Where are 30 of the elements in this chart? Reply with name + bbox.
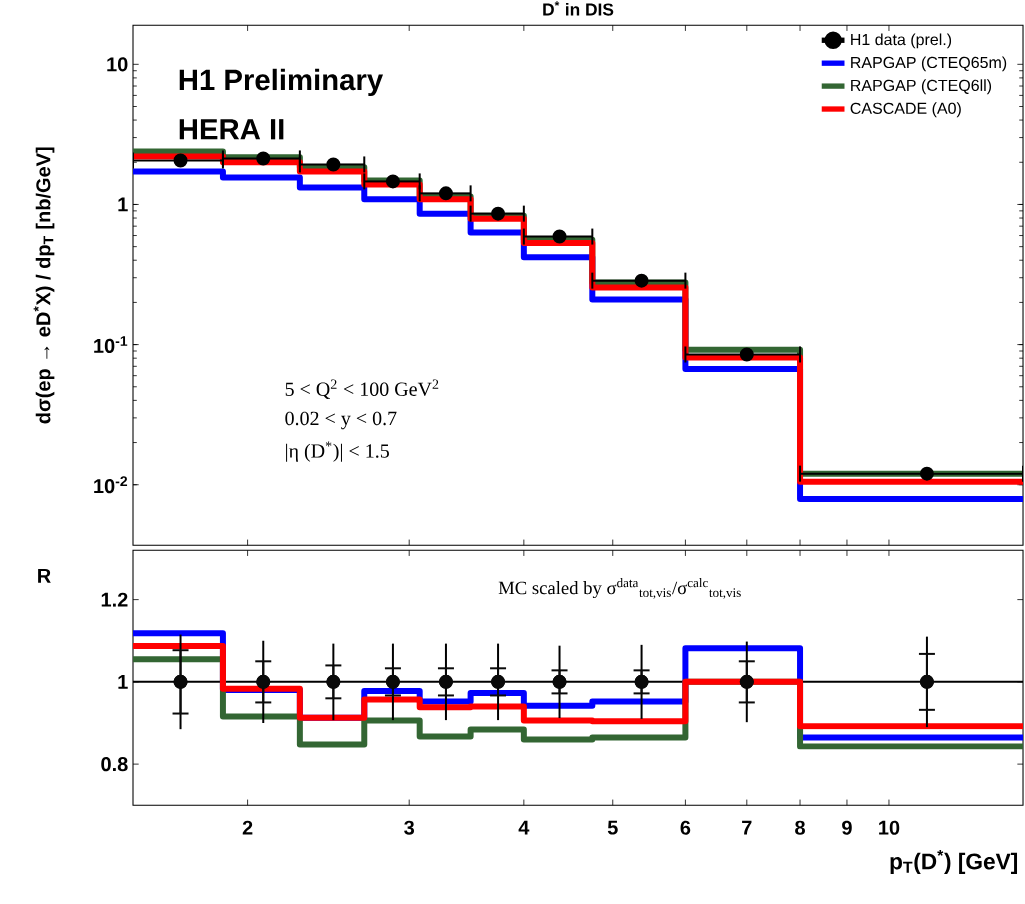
y-tick-label: 10$^{-2}$ [94, 476, 128, 494]
x-tick-label: 6 [680, 820, 691, 835]
annotation: H1 Preliminary [179, 68, 384, 96]
y-axis-title: dσ(ep → eD$^{*}$X) / dp$_{T}$ [nb/GeV] [33, 147, 55, 424]
x-tick-label: 8 [795, 820, 805, 835]
annotation: |η (D$^{*}$)| < 1.5 [286, 441, 389, 462]
y-tick-label: 1 [118, 197, 128, 212]
x-tick-label: 10 [879, 820, 900, 835]
legend-label: CASCADE (A0) [850, 102, 961, 118]
x-tick-label: 3 [404, 820, 415, 835]
x-tick-label: 9 [842, 820, 852, 835]
legend-label: RAPGAP (CTEQ6ll) [851, 79, 992, 95]
x-axis-title: p$_{T}$(D$^{*}$) [GeV] [890, 849, 1018, 874]
annotation: 5 < Q$^{2}$ < 100 GeV$^{2}$ [285, 379, 439, 399]
annotation: HERA II [179, 119, 284, 140]
annotation: 0.02 < y < 0.7 [285, 411, 397, 430]
y-tick-label: 10$^{-1}$ [94, 336, 128, 353]
y-tick-label: 0.8 [101, 756, 128, 772]
legend-label: RAPGAP (CTEQ65m) [851, 56, 1007, 72]
y-tick-label: 10 [107, 57, 128, 72]
chart-title: D$^{*}$ in DIS [543, 1, 614, 16]
y-tick-label: 1 [118, 674, 128, 689]
legend-label: H1 data (prel.) [851, 33, 952, 49]
x-tick-label: 7 [742, 820, 752, 835]
x-tick-label: 2 [242, 820, 253, 835]
annotation: MC scaled by σ$^{data}$$_{tot,vis}$/σ$^{calc}$tot,vis [498, 577, 741, 599]
x-tick-label: 5 [607, 820, 618, 835]
y-tick-label: 1.2 [101, 592, 128, 607]
x-tick-label: 4 [518, 820, 530, 835]
y-axis-title: R [38, 568, 51, 583]
